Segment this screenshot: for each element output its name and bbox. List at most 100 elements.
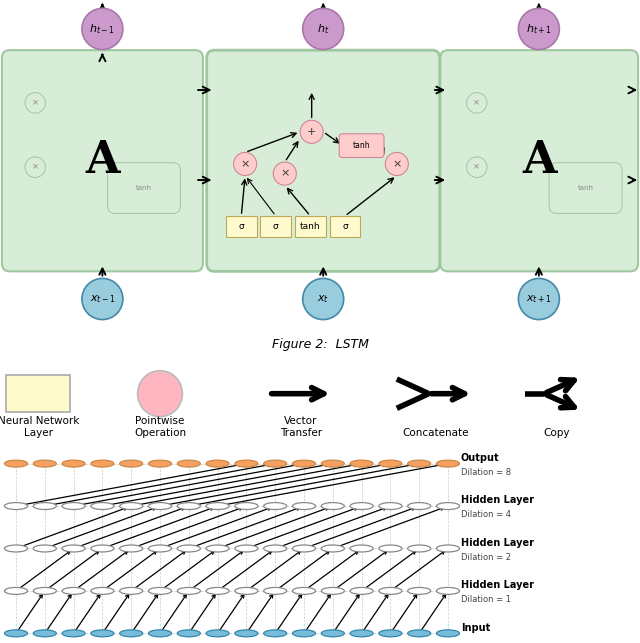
Circle shape xyxy=(4,630,28,637)
Circle shape xyxy=(235,588,258,594)
Circle shape xyxy=(4,588,28,594)
Circle shape xyxy=(467,157,487,177)
Text: ×: × xyxy=(280,168,289,179)
Circle shape xyxy=(4,503,28,509)
Circle shape xyxy=(91,630,114,637)
Circle shape xyxy=(350,460,373,467)
Circle shape xyxy=(25,93,45,113)
Circle shape xyxy=(408,460,431,467)
Text: Dilation = 2: Dilation = 2 xyxy=(461,553,511,561)
Text: ×: × xyxy=(392,159,401,169)
Circle shape xyxy=(292,630,316,637)
Text: tanh: tanh xyxy=(136,185,152,192)
FancyBboxPatch shape xyxy=(260,216,291,237)
Text: Figure 2:  LSTM: Figure 2: LSTM xyxy=(271,338,369,350)
Text: Dilation = 4: Dilation = 4 xyxy=(461,511,511,519)
Circle shape xyxy=(148,545,172,552)
Circle shape xyxy=(120,545,143,552)
Circle shape xyxy=(62,588,85,594)
Text: Dilation = 1: Dilation = 1 xyxy=(461,595,511,604)
Circle shape xyxy=(82,8,123,50)
Text: Vector
Transfer: Vector Transfer xyxy=(280,416,322,437)
Circle shape xyxy=(177,503,200,509)
Text: $x_{t-1}$: $x_{t-1}$ xyxy=(90,293,115,305)
FancyBboxPatch shape xyxy=(6,375,70,413)
Circle shape xyxy=(321,588,344,594)
Circle shape xyxy=(436,630,460,637)
Circle shape xyxy=(33,630,56,637)
Text: Output: Output xyxy=(461,453,499,463)
Circle shape xyxy=(235,630,258,637)
Circle shape xyxy=(436,588,460,594)
Circle shape xyxy=(62,460,85,467)
Circle shape xyxy=(436,460,460,467)
Text: $h_{t+1}$: $h_{t+1}$ xyxy=(526,22,552,36)
Circle shape xyxy=(350,588,373,594)
Circle shape xyxy=(350,545,373,552)
Circle shape xyxy=(33,503,56,509)
Text: tanh: tanh xyxy=(578,185,594,192)
Circle shape xyxy=(62,503,85,509)
Circle shape xyxy=(264,545,287,552)
Circle shape xyxy=(91,503,114,509)
Circle shape xyxy=(206,545,229,552)
FancyBboxPatch shape xyxy=(549,163,622,213)
Text: $h_{t}$: $h_{t}$ xyxy=(317,22,330,36)
Circle shape xyxy=(379,460,402,467)
Text: $x_{t}$: $x_{t}$ xyxy=(317,293,329,305)
Text: A: A xyxy=(85,140,120,182)
Circle shape xyxy=(408,630,431,637)
FancyBboxPatch shape xyxy=(339,134,384,158)
Text: ×: × xyxy=(241,159,250,169)
Circle shape xyxy=(148,460,172,467)
Ellipse shape xyxy=(138,370,182,417)
Circle shape xyxy=(379,503,402,509)
Circle shape xyxy=(91,460,114,467)
Circle shape xyxy=(292,545,316,552)
Circle shape xyxy=(408,503,431,509)
Circle shape xyxy=(379,630,402,637)
FancyBboxPatch shape xyxy=(440,50,638,271)
Text: σ: σ xyxy=(239,222,244,231)
Text: σ: σ xyxy=(342,222,348,231)
Circle shape xyxy=(264,460,287,467)
Circle shape xyxy=(379,545,402,552)
Text: Copy: Copy xyxy=(543,428,570,437)
Text: Hidden Layer: Hidden Layer xyxy=(461,538,534,548)
Circle shape xyxy=(321,545,344,552)
Circle shape xyxy=(321,503,344,509)
Circle shape xyxy=(300,120,323,143)
Circle shape xyxy=(206,588,229,594)
Circle shape xyxy=(273,162,296,185)
Circle shape xyxy=(120,503,143,509)
Circle shape xyxy=(33,460,56,467)
Circle shape xyxy=(33,588,56,594)
Text: σ: σ xyxy=(273,222,278,231)
Circle shape xyxy=(62,630,85,637)
Text: ×: × xyxy=(32,98,38,107)
Circle shape xyxy=(292,588,316,594)
Circle shape xyxy=(82,278,123,320)
Text: tanh: tanh xyxy=(353,141,371,150)
Text: A: A xyxy=(522,140,556,182)
Circle shape xyxy=(408,588,431,594)
Circle shape xyxy=(518,8,559,50)
Circle shape xyxy=(436,503,460,509)
Text: ×: × xyxy=(32,163,38,172)
Circle shape xyxy=(235,545,258,552)
Circle shape xyxy=(33,545,56,552)
FancyBboxPatch shape xyxy=(207,50,440,271)
FancyBboxPatch shape xyxy=(226,216,257,237)
Circle shape xyxy=(120,460,143,467)
Circle shape xyxy=(234,152,257,176)
Circle shape xyxy=(177,545,200,552)
FancyBboxPatch shape xyxy=(330,216,360,237)
Circle shape xyxy=(292,460,316,467)
Text: Hidden Layer: Hidden Layer xyxy=(461,580,534,590)
Circle shape xyxy=(177,630,200,637)
Text: Input: Input xyxy=(461,622,490,633)
Circle shape xyxy=(120,588,143,594)
Circle shape xyxy=(91,545,114,552)
Circle shape xyxy=(4,460,28,467)
Circle shape xyxy=(321,630,344,637)
